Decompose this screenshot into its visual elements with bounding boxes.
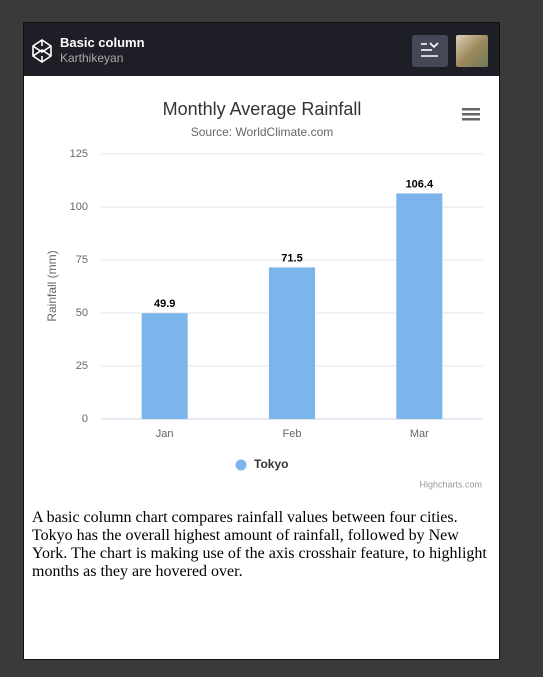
- legend-label: Tokyo: [254, 457, 288, 471]
- y-axis-title: Rainfall (mm): [45, 250, 59, 321]
- x-tick-label: Mar: [410, 428, 429, 440]
- y-tick-label: 25: [76, 360, 88, 372]
- data-label: 49.9: [154, 298, 175, 310]
- avatar[interactable]: [456, 35, 488, 67]
- pen-author: Karthikeyan: [60, 51, 124, 65]
- menu-button[interactable]: [412, 35, 448, 67]
- pen-title: Basic column: [60, 35, 145, 50]
- x-tick-label: Feb: [283, 428, 302, 440]
- export-menu[interactable]: [462, 108, 480, 121]
- data-label: 71.5: [281, 252, 302, 264]
- bar: [141, 313, 188, 419]
- x-tick-label: Jan: [156, 428, 174, 440]
- bar: [269, 267, 315, 419]
- codepen-logo: [32, 39, 52, 63]
- legend-symbol: [235, 459, 247, 471]
- description: A basic column chart compares rainfall v…: [32, 509, 487, 580]
- header-icons: [32, 35, 488, 67]
- chart: Monthly Average Rainfall Source: WorldCl…: [45, 99, 483, 489]
- y-tick-label: 50: [76, 307, 88, 319]
- chart-title: Monthly Average Rainfall: [163, 99, 362, 119]
- chart-subtitle: Source: WorldClimate.com: [191, 125, 334, 139]
- menu-icon: [421, 42, 439, 57]
- embed-frame: Basic column Karthikeyan Monthly Average…: [23, 22, 500, 660]
- header-bar: Basic column Karthikeyan: [24, 23, 499, 76]
- y-tick-label: 100: [70, 201, 88, 213]
- y-tick-label: 125: [70, 148, 88, 160]
- bar: [396, 193, 443, 419]
- y-tick-label: 75: [76, 254, 88, 266]
- credits[interactable]: Highcharts.com: [419, 479, 482, 489]
- y-tick-label: 0: [82, 413, 88, 425]
- data-label: 106.4: [406, 178, 434, 190]
